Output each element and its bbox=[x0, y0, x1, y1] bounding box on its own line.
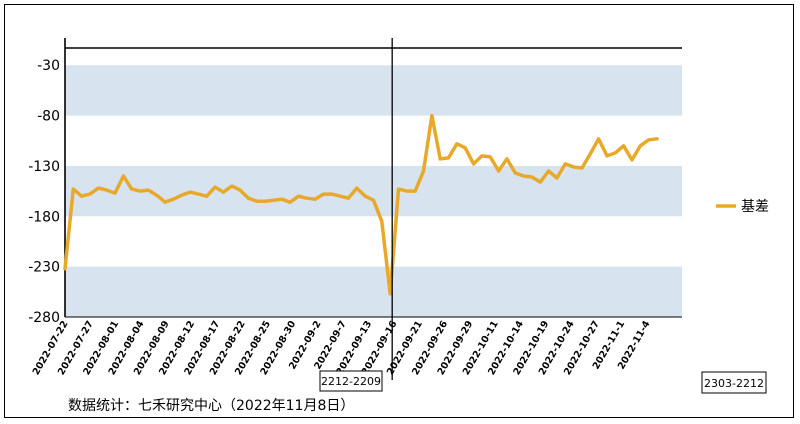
legend: 基差 bbox=[716, 198, 769, 215]
background-band bbox=[65, 266, 682, 317]
legend-label: 基差 bbox=[741, 198, 769, 215]
contract-label-box: 2303-2212 bbox=[701, 371, 767, 394]
x-tick-labels: 2022-07-222022-07-272022-08-012022-08-04… bbox=[31, 319, 653, 377]
background-band bbox=[65, 65, 682, 116]
y-tick-label: -230 bbox=[28, 260, 60, 276]
background-band bbox=[65, 165, 682, 217]
y-tick-label: -80 bbox=[37, 109, 60, 125]
divider-label: 2212-2209 bbox=[321, 375, 381, 388]
y-tick-label: -130 bbox=[28, 159, 60, 175]
divider-label-box: 2212-2209 bbox=[319, 370, 383, 392]
y-tick-label: -180 bbox=[28, 209, 60, 225]
y-tick-labels: -30 -80 -130 -180 -230 -280 bbox=[28, 58, 60, 326]
y-tick-label: -280 bbox=[28, 310, 60, 326]
contract-label: 2303-2212 bbox=[704, 377, 764, 390]
source-note: 数据统计：七禾研究中心（2022年11月8日） bbox=[68, 398, 354, 414]
background-bands bbox=[65, 65, 682, 317]
y-tick-label: -30 bbox=[37, 58, 60, 74]
chart-frame bbox=[4, 4, 794, 418]
series-line-basis bbox=[63, 113, 659, 296]
